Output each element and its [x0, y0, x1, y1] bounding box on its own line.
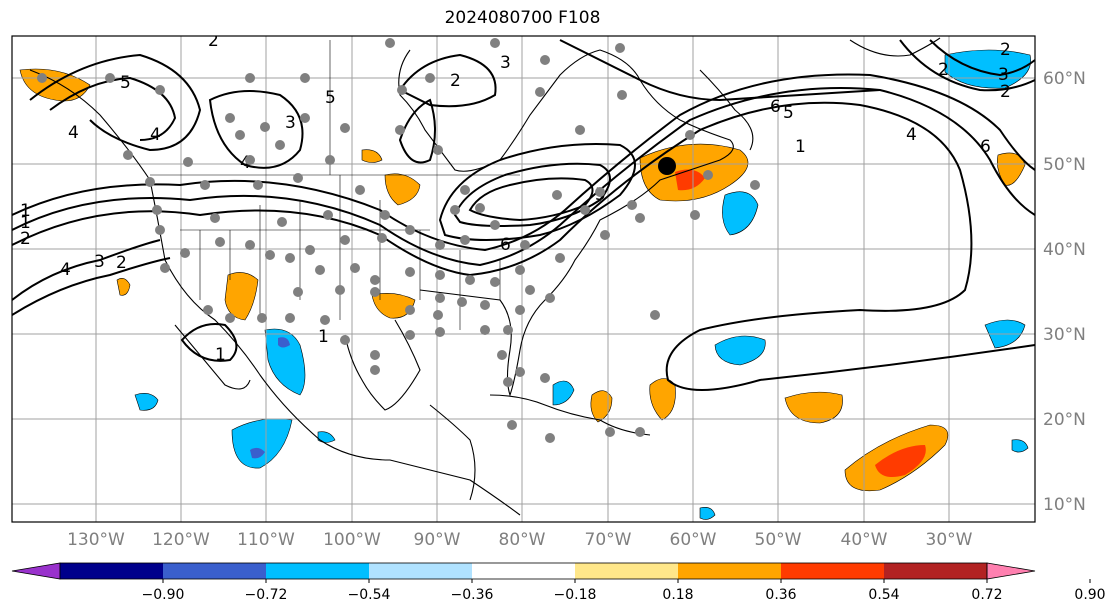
contour-label: 5 [783, 103, 794, 123]
lat-label: 30°N [1043, 325, 1086, 345]
contour-label: 6 [980, 137, 991, 157]
lat-label: 10°N [1043, 495, 1086, 515]
contour-label: 4 [68, 123, 79, 143]
contour-label: 3 [998, 65, 1009, 85]
contour-label: 5 [325, 88, 336, 108]
lat-label: 50°N [1043, 155, 1086, 175]
contour-label: 4 [906, 125, 917, 145]
contour-label: 4 [240, 153, 251, 173]
contour-label: 1 [20, 201, 31, 221]
colorbar-tick-label: 0.18 [662, 587, 693, 603]
latitude-labels: 60°N 50°N 40°N 30°N 20°N 10°N [1043, 69, 1086, 515]
colorbar-tick-label: −0.54 [348, 587, 391, 603]
colorbar-segment [163, 563, 266, 579]
lat-label: 40°N [1043, 240, 1086, 260]
anomaly-shading [19, 49, 1032, 520]
map-frame [11, 35, 1036, 523]
lon-label: 120°W [152, 530, 210, 550]
contour-label: 4 [150, 125, 161, 145]
lat-label: 20°N [1043, 410, 1086, 430]
lon-label: 100°W [323, 530, 381, 550]
colorbar-tick-label: −0.18 [554, 587, 597, 603]
state-borders [150, 40, 520, 330]
colorbar-tick-label: 0.72 [971, 587, 1002, 603]
lon-label: 130°W [67, 530, 125, 550]
contour-label: 2 [20, 229, 31, 249]
contour-label: 2 [208, 31, 219, 51]
lon-label: 30°W [926, 530, 973, 550]
contour-label: 5 [120, 73, 131, 93]
contour-label: 1 [215, 345, 226, 365]
colorbar: −0.90 −0.72 −0.54 −0.36 −0.18 0.18 0.36 0.54 0.7… [11, 562, 1105, 603]
colorbar-frame [59, 562, 988, 580]
map-plot-area: 2 5 2 4 3 2 1 6 4 5 3 2 4 3 2 1 2 1 1 6 … [12, 31, 1035, 522]
contour-label: 4 [60, 260, 71, 280]
contour-label: 6 [770, 97, 781, 117]
colorbar-segment [575, 563, 678, 579]
colorbar-tick-label: 0.36 [765, 587, 796, 603]
contour-lines [12, 39, 1035, 391]
lon-label: 60°W [670, 530, 717, 550]
target-marker [658, 157, 676, 175]
lon-label: 90°W [414, 530, 461, 550]
longitude-labels: 130°W 120°W 110°W 100°W 90°W 80°W 70°W 6… [67, 530, 973, 550]
lon-label: 70°W [585, 530, 632, 550]
colorbar-extend-high [986, 562, 1036, 580]
contour-label: 1 [795, 137, 806, 157]
colorbar-segment [266, 563, 369, 579]
lon-label: 50°W [755, 530, 802, 550]
colorbar-tick-label: −0.36 [451, 587, 494, 603]
contour-label: 2 [1000, 82, 1011, 102]
colorbar-tick-label: 0.90 [1074, 587, 1105, 603]
contour-label: 1 [318, 327, 329, 347]
contour-label: 2 [450, 71, 461, 91]
lon-label: 80°W [499, 530, 546, 550]
colorbar-tick-label: −0.72 [245, 587, 288, 603]
contour-label: 6 [500, 235, 511, 255]
lon-label: 110°W [237, 530, 295, 550]
contour-label: 3 [500, 53, 511, 73]
colorbar-segment [678, 563, 781, 579]
colorbar-segment [369, 563, 472, 579]
lat-label: 60°N [1043, 69, 1086, 89]
station-markers [37, 38, 760, 443]
colorbar-tick-label: 0.54 [868, 587, 899, 603]
lon-label: 40°W [841, 530, 888, 550]
contour-label: 3 [285, 113, 296, 133]
contour-label: 2 [1000, 40, 1011, 60]
colorbar-tick-label: −0.90 [142, 587, 185, 603]
map-title: 2024080700 F108 [444, 8, 601, 28]
contour-label: 2 [938, 60, 949, 80]
colorbar-segment [472, 563, 575, 579]
contour-label: 3 [94, 252, 105, 272]
contour-label: 2 [116, 253, 127, 273]
colorbar-segment [884, 563, 987, 579]
coastlines [29, 37, 941, 516]
contour-label: 1 [20, 213, 31, 233]
colorbar-extend-low [11, 562, 61, 580]
colorbar-segment [60, 563, 163, 579]
colorbar-segment [781, 563, 884, 579]
